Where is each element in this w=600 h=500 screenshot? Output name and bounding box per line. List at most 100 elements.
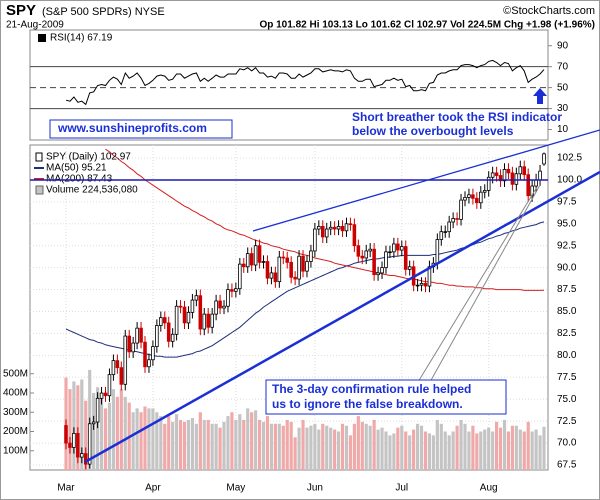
- candle-body: [297, 255, 301, 280]
- candle-body: [277, 256, 282, 283]
- candle-body: [506, 168, 511, 174]
- y-tick-label: 10: [557, 124, 569, 135]
- y-tick-label: 95.0: [557, 218, 577, 229]
- annotation: us to ignore the false breakdown.: [272, 397, 463, 411]
- y-tick-label: 90: [557, 40, 569, 51]
- volume-bar: [257, 419, 262, 470]
- candle-body: [72, 433, 76, 448]
- volume-bar: [131, 412, 135, 470]
- candle-body: [475, 197, 479, 204]
- volume-bar: [431, 435, 435, 470]
- candle-body: [502, 168, 507, 182]
- volume-bar: [206, 419, 210, 470]
- candle-body: [178, 305, 183, 308]
- candle-body: [261, 261, 266, 263]
- volume-bar: [542, 426, 546, 470]
- volume-bar: [400, 425, 404, 470]
- candle-body: [194, 295, 199, 301]
- candle-body: [486, 176, 491, 191]
- candle-body: [518, 166, 523, 175]
- y-tick-label: 77.5: [557, 372, 577, 383]
- volume-bar: [261, 421, 266, 470]
- volume-bar: [463, 423, 467, 470]
- volume-bar: [423, 431, 428, 470]
- y-tick-label: 75.0: [557, 394, 577, 405]
- volume-bar: [344, 425, 349, 470]
- y2-tick-label: 100M: [3, 445, 28, 456]
- candle-body: [198, 295, 203, 330]
- annotation: below the overbought levels: [352, 124, 514, 138]
- volume-bar: [459, 419, 463, 470]
- candle-body: [320, 226, 325, 238]
- volume-bar: [72, 381, 76, 470]
- candle-body: [423, 283, 428, 287]
- volume-bar: [80, 379, 84, 470]
- candle-body: [159, 317, 163, 326]
- volume-bar: [178, 419, 183, 470]
- volume-bar: [96, 387, 100, 470]
- candle-body: [123, 335, 128, 385]
- candle-body: [206, 313, 210, 328]
- volume-bar: [111, 389, 115, 470]
- volume-bar: [404, 431, 408, 470]
- volume-bar: [143, 406, 147, 470]
- volume-bar: [495, 421, 499, 470]
- volume-bar: [435, 419, 439, 470]
- volume-bar: [135, 408, 139, 470]
- volume-bar: [498, 427, 503, 470]
- candle-body: [99, 392, 104, 399]
- volume-bar: [392, 433, 396, 470]
- candle-body: [538, 170, 542, 181]
- candle-body: [384, 251, 388, 269]
- x-tick-label: Jul: [395, 483, 408, 494]
- candle-body: [257, 245, 262, 263]
- volume-bar: [230, 412, 234, 470]
- y-tick-label: 87.5: [557, 284, 577, 295]
- volume-bar: [396, 427, 400, 470]
- candle-body: [190, 299, 195, 313]
- volume-bar: [388, 435, 392, 470]
- volume-bar: [376, 429, 380, 470]
- candle-body: [214, 300, 218, 315]
- volume-bar: [269, 423, 274, 470]
- volume-bar: [443, 431, 447, 470]
- candle-body: [514, 173, 519, 185]
- volume-bar: [159, 416, 163, 470]
- volume-bar: [103, 408, 108, 470]
- volume-bar: [234, 419, 238, 470]
- candle-body: [324, 228, 329, 238]
- upper-trendline: [252, 129, 600, 232]
- volume-bar: [293, 437, 297, 470]
- candle-body: [372, 248, 376, 276]
- candle-body: [226, 289, 230, 307]
- candle-body: [139, 327, 143, 343]
- volume-bar: [325, 425, 329, 470]
- volume-bar: [186, 419, 191, 470]
- volume-bar: [139, 412, 143, 470]
- y2-tick-label: 500M: [3, 368, 28, 379]
- candle-body: [182, 306, 187, 324]
- candle-body: [455, 218, 459, 220]
- legend-label: MA(50) 95.21: [46, 163, 107, 174]
- pointer-line: [429, 184, 541, 383]
- candle-body: [166, 322, 171, 342]
- volume-bar: [368, 425, 372, 470]
- candle-body: [498, 175, 503, 182]
- volume-bar: [277, 423, 281, 470]
- candle-body: [87, 423, 92, 465]
- volume-bar: [246, 408, 250, 470]
- rsi-arrow: [533, 88, 547, 104]
- volume-bar: [309, 425, 313, 470]
- candle-body: [249, 253, 254, 266]
- candle-body: [482, 190, 487, 193]
- volume-bar: [471, 425, 475, 470]
- volume-bar: [317, 429, 321, 470]
- overlay: www.sunshineprofits.com Short breather t…: [30, 88, 600, 464]
- candle-body: [328, 226, 333, 230]
- volume-bar: [534, 429, 538, 470]
- volume-bar: [171, 421, 175, 470]
- annotation: The 3-day confirmation rule helped: [272, 382, 471, 396]
- legend-swatch: [35, 152, 43, 162]
- y-tick-label: 97.5: [557, 196, 577, 207]
